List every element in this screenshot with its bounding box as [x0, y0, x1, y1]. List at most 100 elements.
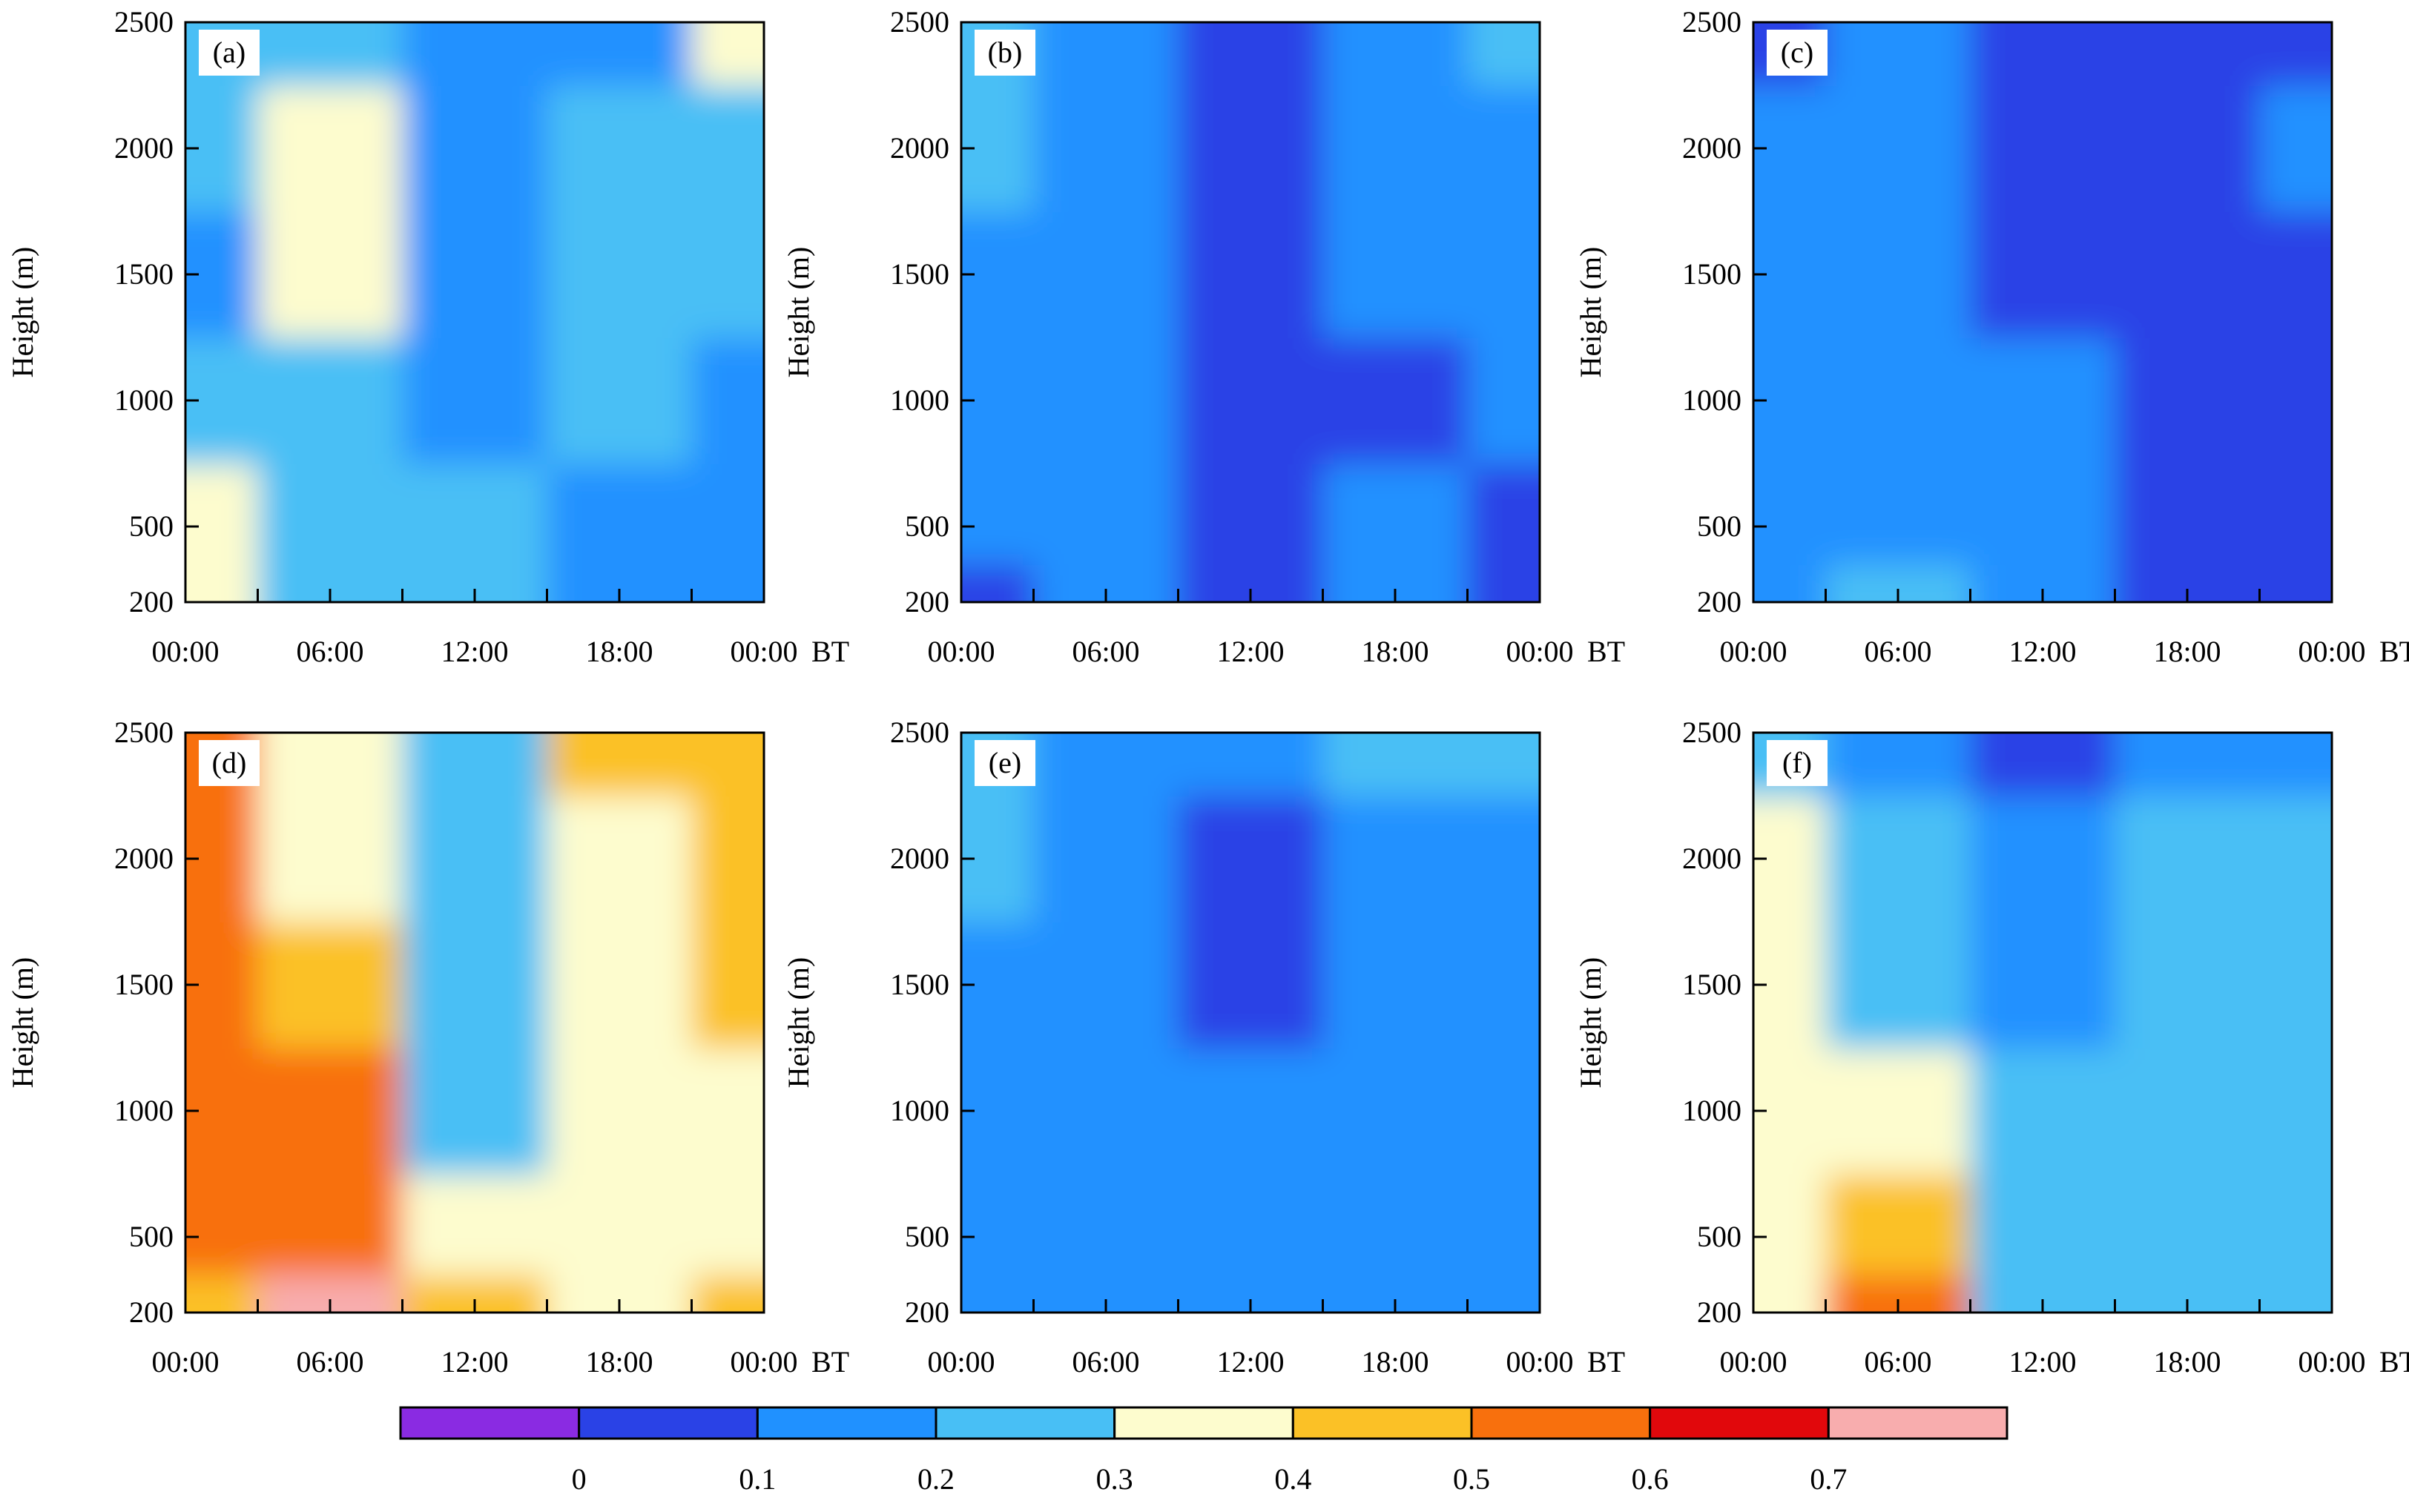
heatmap-cell: [1467, 564, 1540, 602]
x-tick-label: 06:00: [1864, 635, 1931, 668]
y-tick-label: 200: [905, 585, 949, 618]
heatmap-cell: [2115, 922, 2261, 1049]
heatmap-cell: [691, 22, 764, 86]
heatmap-cell: [2115, 211, 2261, 338]
heatmap-cells-d: [185, 733, 764, 1313]
heatmap-cell: [1825, 733, 1971, 796]
x-tick-label: 18:00: [585, 1345, 653, 1379]
heatmap-cell: [961, 1174, 1035, 1275]
heatmap-cell: [1825, 796, 1971, 922]
heatmap-cell: [961, 1275, 1035, 1313]
y-tick-label: 1500: [890, 968, 949, 1001]
heatmap-cell: [1178, 796, 1324, 922]
colorbar-label: 0.5: [1453, 1462, 1490, 1496]
axis-ticks-c: 200 500 1000 1500 2000 2500 00:00 06:00 12:00 18:…: [1682, 5, 2409, 668]
panel-label-b: (b): [988, 36, 1023, 69]
heatmap-cell: [2115, 733, 2261, 796]
heatmap-cells-c: [1753, 22, 2332, 602]
heatmap-cell: [691, 1174, 764, 1275]
heatmap-cell: [1467, 211, 1540, 338]
panel-label-box-d: [199, 740, 260, 786]
x-tick-label: 00:00: [1719, 1345, 1787, 1379]
x-tick-label: 18:00: [2153, 1345, 2221, 1379]
heatmap-cell: [257, 85, 403, 212]
x-tick-label: 00:00: [1719, 635, 1787, 668]
heatmap-cell: [1033, 733, 1179, 796]
heatmap-cell: [1970, 337, 2116, 464]
heatmap-cell: [547, 463, 693, 565]
heatmap-cell: [1322, 1048, 1469, 1175]
y-tick-label: 2000: [890, 131, 949, 165]
heatmap-cells-e: [961, 733, 1540, 1313]
colorbar-label: 0.1: [739, 1462, 776, 1496]
heatmap-cell: [1033, 796, 1179, 922]
x-tick-label: 00:00: [927, 635, 995, 668]
heatmap-cell: [402, 85, 548, 212]
y-tick-label: 2000: [114, 842, 174, 875]
axis-ticks-d: 200 500 1000 1500 2000 2500 00:00 06:00 12:00 18:…: [114, 716, 849, 1379]
heatmap-cell: [1970, 463, 2116, 565]
y-tick-label: 200: [1697, 585, 1741, 618]
x-unit-label: BT: [811, 635, 849, 668]
heatmap-cell: [1467, 922, 1540, 1049]
heatmap-cell: [1753, 1275, 1827, 1313]
colorbar-label: 0.6: [1632, 1462, 1669, 1496]
heatmap-cell: [2115, 1174, 2261, 1275]
panel-e: 200 500 1000 1500 2000 2500 00:00 06:00 12:00 18:…: [782, 716, 1625, 1379]
heatmap-cell: [1178, 337, 1324, 464]
heatmap-cell: [1970, 211, 2116, 338]
ylabel-c: Height (m): [1574, 247, 1607, 378]
heatmap-cell: [1467, 463, 1540, 565]
axis-ticks-f: 200 500 1000 1500 2000 2500 00:00 06:00 12:00 18:…: [1682, 716, 2409, 1379]
heatmap-cell: [2259, 1048, 2332, 1175]
heatmap-cell: [1970, 85, 2116, 212]
x-tick-label: 18:00: [1361, 635, 1428, 668]
heatmap-cell: [1753, 564, 1827, 602]
heatmap-cell: [691, 211, 764, 338]
heatmap-cell: [547, 733, 693, 796]
heatmap-cell: [691, 1048, 764, 1175]
x-unit-label: BT: [2379, 1345, 2409, 1379]
heatmap-cell: [1178, 85, 1324, 212]
heatmap-cell: [2115, 463, 2261, 565]
y-tick-label: 1000: [1682, 1094, 1741, 1127]
y-tick-label: 1000: [114, 1094, 174, 1127]
heatmap-cell: [547, 22, 693, 86]
heatmap-cell: [2259, 85, 2332, 212]
heatmap-cell: [961, 564, 1035, 602]
panel-label-box-f: [1767, 740, 1828, 786]
heatmap-cell: [2115, 1048, 2261, 1175]
x-tick-label: 18:00: [1361, 1345, 1428, 1379]
heatmap-cell: [1970, 922, 2116, 1049]
heatmap-cell: [185, 1275, 259, 1313]
heatmap-cell: [691, 1275, 764, 1313]
heatmap-cell: [1825, 22, 1971, 86]
heatmap-cell: [402, 733, 548, 796]
panel-a: 200 500 1000 1500 2000 2500 00:00 06:00 12:00 18:…: [6, 5, 849, 668]
y-tick-label: 200: [129, 1295, 174, 1329]
heatmap-cell: [1970, 1174, 2116, 1275]
heatmap-cell: [2259, 922, 2332, 1049]
y-tick-label: 500: [129, 1220, 174, 1253]
colorbar-swatch: [1827, 1406, 2008, 1440]
heatmap-cell: [1825, 1048, 1971, 1175]
heatmap-cell: [547, 922, 693, 1049]
heatmap-cell: [1753, 463, 1827, 565]
panel-label-a: (a): [213, 36, 245, 69]
heatmap-cell: [2259, 733, 2332, 796]
x-tick-label: 12:00: [2008, 635, 2076, 668]
ylabel-a: Height (m): [6, 247, 39, 378]
x-unit-label: BT: [811, 1345, 849, 1379]
heatmap-cell: [1322, 1174, 1469, 1275]
y-tick-label: 2500: [890, 5, 949, 39]
heatmap-cell: [547, 85, 693, 212]
heatmap-cell: [1033, 211, 1179, 338]
y-tick-label: 1000: [890, 383, 949, 417]
colorbar-swatch: [578, 1406, 759, 1440]
x-tick-label: 12:00: [1216, 635, 1284, 668]
axis-ticks-e: 200 500 1000 1500 2000 2500 00:00 06:00 12:00 18:…: [890, 716, 1625, 1379]
heatmap-cell: [961, 463, 1035, 565]
heatmap-cell: [691, 463, 764, 565]
x-tick-label: 12:00: [1216, 1345, 1284, 1379]
x-tick-label: 00:00: [2298, 1345, 2365, 1379]
